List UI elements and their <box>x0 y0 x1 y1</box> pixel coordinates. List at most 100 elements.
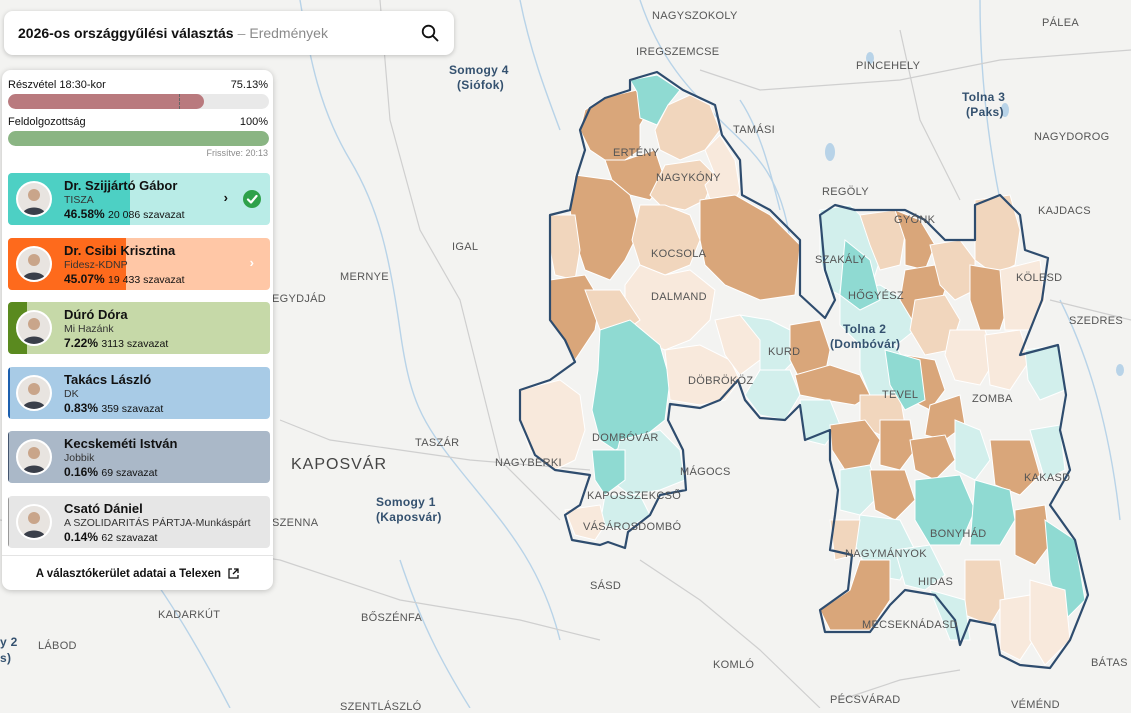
search-icon[interactable] <box>420 23 440 43</box>
muni-region[interactable] <box>591 449 626 496</box>
telex-link[interactable]: A választókerület adatai a Telexen <box>2 555 273 590</box>
candidate-name: Csató Dániel <box>64 500 143 516</box>
processed-value: 100% <box>239 116 268 128</box>
muni-region[interactable] <box>894 544 946 591</box>
chevron-right-icon[interactable]: › <box>223 190 228 205</box>
candidate-party: Jobbik <box>64 452 95 464</box>
place-label: SZENTLÁSZLÓ <box>340 701 422 713</box>
place-label: KOCSOLA <box>651 248 707 260</box>
place-label: BŐSZÉNFA <box>361 612 423 624</box>
place-label: LÁBOD <box>38 640 77 652</box>
muni-region[interactable] <box>954 419 991 481</box>
place-label: NAGYSZOKOLY <box>652 10 738 22</box>
muni-region[interactable] <box>869 469 916 521</box>
candidate-name: Kecskeméti István <box>64 436 178 451</box>
place-label: EGYDJÁD <box>272 293 327 305</box>
muni-region[interactable] <box>604 149 666 201</box>
candidate-share-fill <box>8 495 10 548</box>
candidate-avatar <box>16 374 52 411</box>
search-bar[interactable]: 2026-os országgyűlési választás – Eredmé… <box>4 11 454 55</box>
place-label: HŐGYÉSZ <box>848 290 904 302</box>
election-title: 2026-os országgyűlési választás <box>18 25 234 41</box>
muni-region[interactable] <box>564 504 606 541</box>
district-label: y 2 <box>0 635 18 649</box>
muni-region[interactable] <box>1029 424 1066 481</box>
candidate-party: DK <box>64 387 79 400</box>
muni-region[interactable] <box>829 519 861 561</box>
title-separator: – <box>237 25 246 41</box>
chevron-right-icon[interactable]: › <box>249 254 254 270</box>
place-label: KAJDACS <box>1038 205 1091 217</box>
place-label: MERNYE <box>340 271 389 283</box>
district-label: (Kaposvár) <box>376 510 442 524</box>
district-outline <box>518 70 1090 670</box>
place-label: DALMAND <box>651 291 707 303</box>
place-label: TEVEL <box>882 389 919 401</box>
results-panel: Részvétel 18:30-kor 75.13% Feldolgozotts… <box>2 70 273 590</box>
candidate-card[interactable]: Kecskeméti István Jobbik 0.16% 69 szavazat <box>8 431 270 483</box>
person-icon <box>18 376 50 409</box>
muni-region[interactable] <box>989 439 1041 496</box>
person-icon <box>18 505 50 538</box>
district-label: Tolna 3 <box>962 90 1006 104</box>
muni-region[interactable] <box>969 479 1016 546</box>
muni-region[interactable] <box>1044 519 1086 621</box>
telex-link-label: A választókerület adatai a Telexen <box>35 568 222 580</box>
muni-region[interactable] <box>999 259 1046 331</box>
muni-region[interactable] <box>549 214 581 281</box>
candidate-party: A SZOLIDARITÁS PÁRTJA-Munkáspárt <box>64 516 251 529</box>
place-label: IGAL <box>452 241 479 253</box>
candidate-result: 45.07% 19 433 szavazat <box>64 272 185 286</box>
place-label: KÖLESD <box>1016 272 1063 284</box>
candidate-avatar <box>16 181 52 217</box>
candidate-votes: 20 086 szavazat <box>108 209 185 221</box>
muni-region[interactable] <box>914 474 976 546</box>
person-icon <box>18 441 50 473</box>
district-label: Somogy 1 <box>376 495 436 509</box>
candidate-card[interactable]: Takács László DK 0.83% 359 szavazat <box>8 366 270 419</box>
muni-region[interactable] <box>649 159 716 211</box>
muni-region[interactable] <box>631 204 701 276</box>
place-label: HIDAS <box>918 576 954 588</box>
candidate-card[interactable]: Dr. Csibi Krisztina Fidesz-KDNP 45.07% 19 … <box>8 237 270 290</box>
muni-region[interactable] <box>884 349 926 411</box>
candidate-party: TISZA <box>64 194 94 206</box>
place-label: PÉCSVÁRAD <box>830 694 901 706</box>
candidate-votes: 19 433 szavazat <box>108 273 185 286</box>
processed-bar-fill <box>8 131 269 146</box>
candidate-card[interactable]: Dúró Dóra Mi Hazánk 7.22% 3113 szavazat <box>8 302 270 354</box>
muni-region[interactable] <box>664 344 741 406</box>
place-label: VÁSÁROSDOMBÓ <box>583 521 682 533</box>
muni-region[interactable] <box>909 434 956 481</box>
place-label: NAGYBERKI <box>495 457 562 469</box>
muni-region[interactable] <box>738 314 796 376</box>
place-label: KAKASD <box>1024 472 1071 484</box>
muni-region[interactable] <box>699 194 801 301</box>
muni-region[interactable] <box>944 329 996 386</box>
district-label: (Paks) <box>966 105 1004 119</box>
candidate-card[interactable]: Csató Dániel A SZOLIDARITÁS PÁRTJA-Munkás… <box>8 495 270 548</box>
updated-time: Frissítve: 20:13 <box>206 148 268 158</box>
place-label: DOMBÓVÁR <box>592 432 659 444</box>
candidate-result: 0.14% 62 szavazat <box>64 530 157 544</box>
muni-region[interactable] <box>984 329 1031 391</box>
muni-region[interactable] <box>974 194 1021 276</box>
place-label: SZAKÁLY <box>815 254 866 266</box>
place-label: NAGYDOROG <box>1034 131 1110 143</box>
candidate-percent: 0.14% <box>64 529 99 544</box>
district-label: (Dombóvár) <box>830 337 901 351</box>
muni-region[interactable] <box>1014 504 1051 566</box>
muni-region[interactable] <box>1029 579 1071 666</box>
candidate-party: Fidesz-KDNP <box>64 258 128 271</box>
turnout-bar <box>8 94 269 109</box>
place-label: IREGSZEMCSE <box>636 46 720 58</box>
muni-region[interactable] <box>879 419 916 471</box>
place-label: SZEDRES <box>1069 315 1124 327</box>
muni-region[interactable] <box>839 239 881 311</box>
candidate-percent: 46.58% <box>64 207 105 221</box>
person-icon <box>18 183 50 215</box>
muni-region[interactable] <box>839 464 881 516</box>
candidate-card[interactable]: Dr. Szijjártó Gábor TISZA 46.58% 20 086 sz… <box>8 173 270 225</box>
